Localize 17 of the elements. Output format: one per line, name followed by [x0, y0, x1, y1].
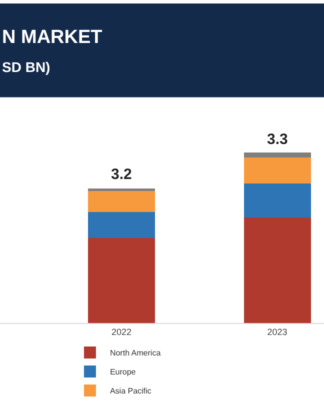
legend-label: North America [110, 348, 162, 358]
annotation: 3.2 [111, 166, 132, 183]
x-tick-label: 2022 [111, 326, 132, 337]
annotation: 3.3 [267, 131, 288, 148]
bar [88, 188, 155, 191]
legend-label: Asia Pacific [110, 386, 152, 396]
bar [88, 212, 155, 238]
bar [244, 158, 311, 184]
legend-label: Europe [110, 368, 136, 377]
x-tick-label: 2023 [267, 326, 288, 337]
bar [88, 190, 155, 212]
bar [244, 183, 311, 218]
bar [244, 152, 311, 158]
bar [88, 238, 155, 323]
bar [244, 217, 311, 323]
chart-subtitle: SD BN) [2, 59, 50, 75]
chart-title: N MARKET [2, 27, 103, 48]
